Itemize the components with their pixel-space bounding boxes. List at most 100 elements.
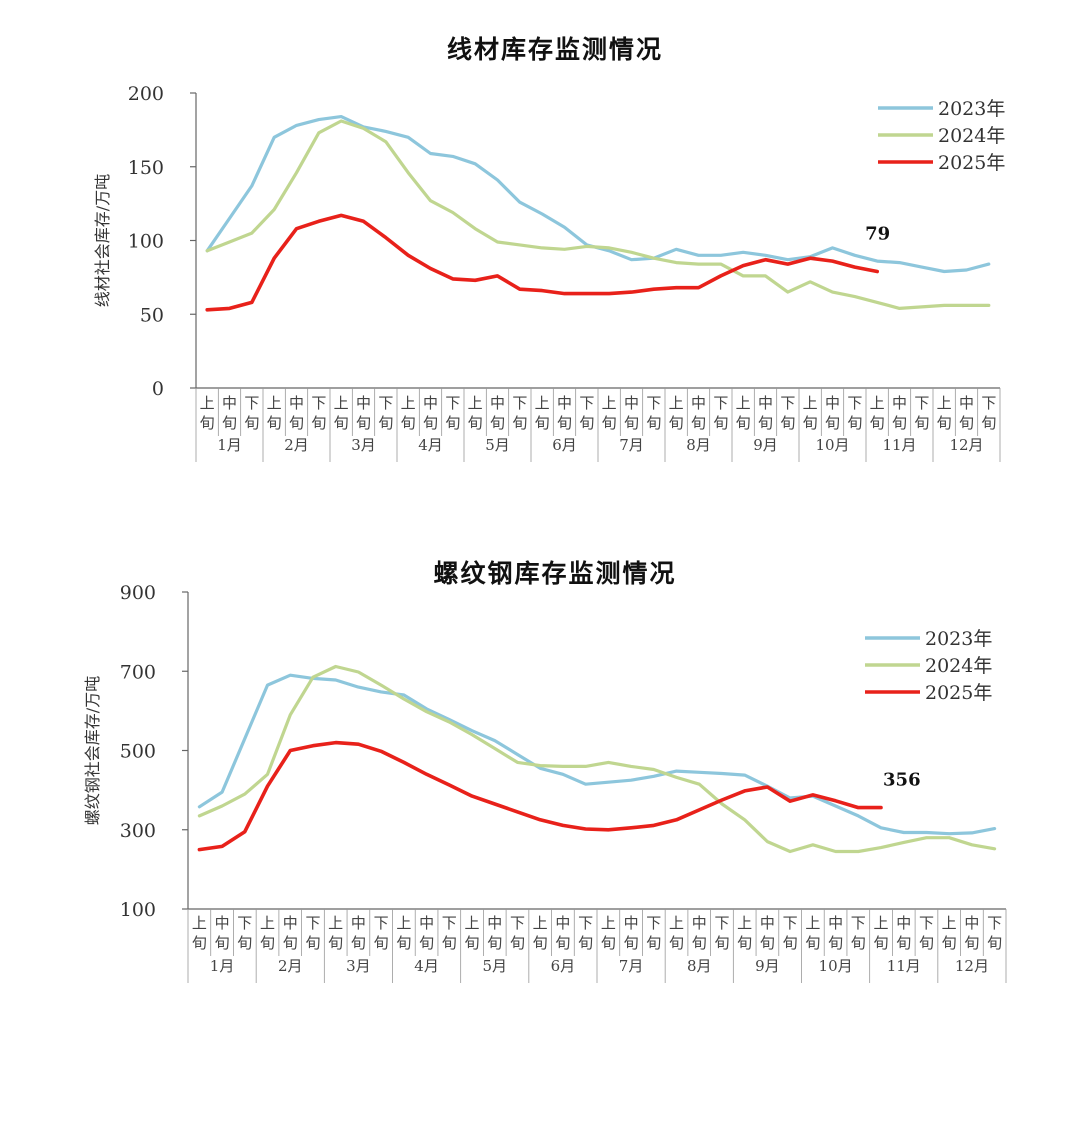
x-tick-label: 上旬 — [669, 914, 684, 952]
x-tick-label: 上旬 — [328, 914, 343, 952]
x-tick-label: 下旬 — [780, 394, 795, 432]
x-tick-label: 中旬 — [289, 394, 304, 432]
month-label: 5月 — [482, 957, 507, 975]
x-tick-label: 上旬 — [267, 394, 282, 432]
x-tick-label: 中旬 — [624, 394, 639, 432]
month-label: 4月 — [418, 436, 443, 454]
x-tick-label: 上旬 — [805, 914, 820, 952]
x-tick-label: 中旬 — [959, 394, 974, 432]
x-tick-label: 上旬 — [942, 914, 957, 952]
x-tick-label: 下旬 — [512, 394, 527, 432]
x-tick-label: 上旬 — [334, 394, 349, 432]
x-tick-label: 下旬 — [305, 914, 320, 952]
month-label: 3月 — [346, 957, 371, 975]
month-label: 10月 — [819, 957, 853, 975]
x-tick-label: 中旬 — [964, 914, 979, 952]
x-tick-label: 下旬 — [442, 914, 457, 952]
month-label: 5月 — [485, 436, 510, 454]
x-tick-label: 中旬 — [624, 914, 639, 952]
x-tick-label: 下旬 — [510, 914, 525, 952]
x-tick-label: 上旬 — [468, 394, 483, 432]
x-tick-label: 中旬 — [487, 914, 502, 952]
month-label: 12月 — [949, 436, 983, 454]
x-tick-label: 上旬 — [870, 394, 885, 432]
month-label: 8月 — [686, 436, 711, 454]
legend-label: 2023年 — [925, 628, 992, 650]
end-value-label: 356 — [883, 770, 921, 791]
end-value-label: 79 — [865, 223, 890, 244]
x-tick-label: 中旬 — [896, 914, 911, 952]
x-tick-label: 中旬 — [283, 914, 298, 952]
month-label: 8月 — [687, 957, 712, 975]
x-tick-label: 中旬 — [351, 914, 366, 952]
month-label: 11月 — [882, 436, 916, 454]
y-tick-label: 0 — [152, 378, 164, 400]
month-label: 4月 — [414, 957, 439, 975]
x-tick-label: 中旬 — [490, 394, 505, 432]
x-tick-label: 下旬 — [579, 394, 594, 432]
legend-label: 2025年 — [925, 682, 992, 704]
y-tick-label: 500 — [120, 741, 156, 763]
x-tick-label: 中旬 — [892, 394, 907, 432]
x-tick-label: 下旬 — [981, 394, 996, 432]
legend-label: 2025年 — [938, 152, 1005, 174]
series-line-2024年 — [205, 119, 991, 310]
rebar-inventory-chart: 螺纹钢库存监测情况螺纹钢社会库存/万吨100300500700900上旬中旬下旬… — [83, 559, 1007, 983]
y-tick-label: 150 — [128, 157, 164, 179]
y-tick-label: 700 — [120, 661, 156, 683]
x-tick-label: 下旬 — [847, 394, 862, 432]
month-label: 3月 — [351, 436, 376, 454]
x-tick-label: 下旬 — [713, 394, 728, 432]
y-tick-label: 300 — [120, 820, 156, 842]
chart-title: 螺纹钢库存监测情况 — [433, 559, 676, 588]
month-label: 9月 — [755, 957, 780, 975]
x-tick-label: 下旬 — [374, 914, 389, 952]
month-label: 2月 — [284, 436, 309, 454]
chart-title: 线材库存监测情况 — [447, 35, 663, 64]
x-tick-label: 中旬 — [691, 394, 706, 432]
series-line-2025年 — [197, 740, 883, 852]
x-tick-label: 中旬 — [423, 394, 438, 432]
x-tick-label: 上旬 — [401, 394, 416, 432]
month-label: 12月 — [955, 957, 989, 975]
x-tick-label: 上旬 — [602, 394, 617, 432]
month-label: 6月 — [552, 436, 577, 454]
x-tick-label: 上旬 — [601, 914, 616, 952]
month-label: 1月 — [217, 436, 242, 454]
x-tick-label: 下旬 — [311, 394, 326, 432]
x-tick-label: 中旬 — [555, 914, 570, 952]
month-label: 10月 — [815, 436, 849, 454]
x-tick-label: 中旬 — [215, 914, 230, 952]
month-label: 6月 — [551, 957, 576, 975]
x-tick-label: 上旬 — [200, 394, 215, 432]
x-tick-label: 下旬 — [646, 914, 661, 952]
x-tick-label: 上旬 — [937, 394, 952, 432]
x-tick-label: 下旬 — [714, 914, 729, 952]
y-tick-label: 200 — [128, 83, 164, 105]
month-label: 2月 — [278, 957, 303, 975]
y-axis-label: 螺纹钢社会库存/万吨 — [83, 676, 102, 825]
x-tick-label: 中旬 — [828, 914, 843, 952]
x-tick-label: 上旬 — [396, 914, 411, 952]
x-tick-label: 下旬 — [244, 394, 259, 432]
x-tick-label: 下旬 — [445, 394, 460, 432]
x-tick-label: 下旬 — [578, 914, 593, 952]
x-tick-label: 下旬 — [851, 914, 866, 952]
x-tick-label: 中旬 — [419, 914, 434, 952]
x-tick-label: 中旬 — [222, 394, 237, 432]
x-tick-label: 中旬 — [356, 394, 371, 432]
x-tick-label: 中旬 — [758, 394, 773, 432]
y-tick-label: 50 — [140, 304, 164, 326]
series-line-2025年 — [205, 213, 880, 312]
y-tick-label: 100 — [128, 231, 164, 253]
month-label: 1月 — [210, 957, 235, 975]
series-line-2024年 — [197, 664, 997, 854]
x-tick-label: 上旬 — [736, 394, 751, 432]
month-label: 7月 — [619, 436, 644, 454]
x-tick-label: 上旬 — [535, 394, 550, 432]
legend-label: 2024年 — [938, 125, 1005, 147]
x-tick-label: 中旬 — [760, 914, 775, 952]
x-tick-label: 中旬 — [825, 394, 840, 432]
x-tick-label: 上旬 — [260, 914, 275, 952]
